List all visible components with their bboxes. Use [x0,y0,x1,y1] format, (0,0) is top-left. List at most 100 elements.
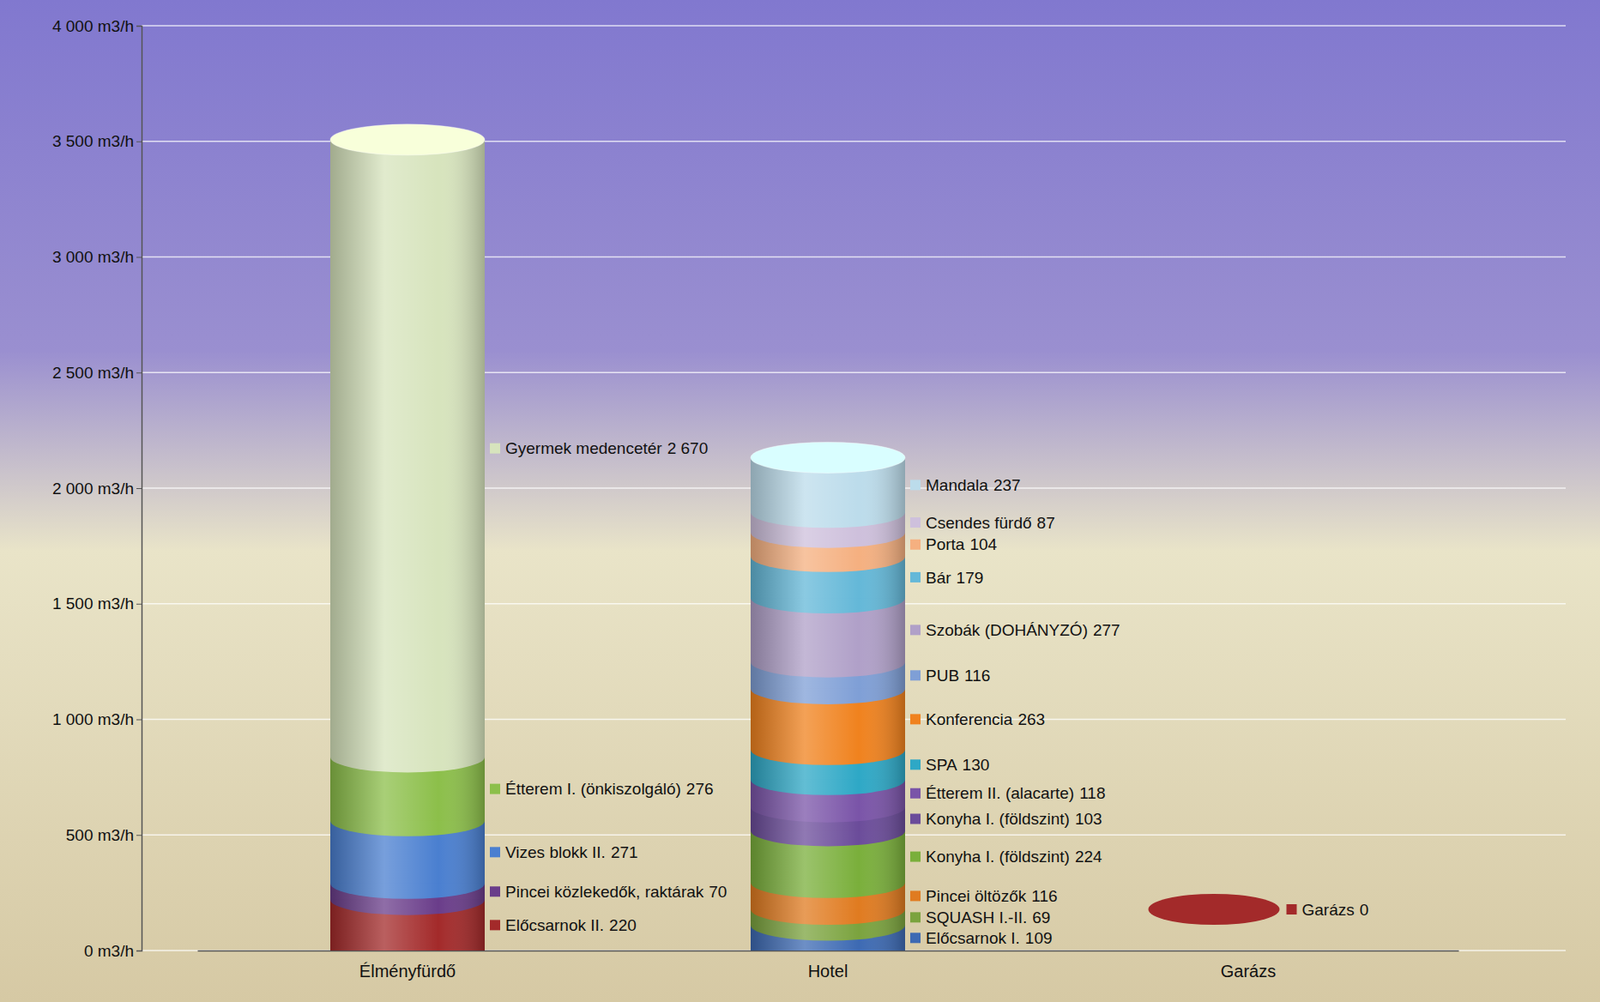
x-tick-label: Élményfürdő [359,961,456,981]
label-value: 69 [1032,908,1051,927]
chart-container: 0 m3/h500 m3/h1 000 m3/h1 500 m3/h2 000 … [0,0,1600,1002]
label-name: Konferencia [925,710,1014,729]
label-marker [910,788,921,799]
data-label: Étterem I. (önkiszolgáló)276 [505,779,714,798]
label-marker [489,919,501,930]
y-tick: 4 000 m3/h [52,17,142,36]
y-tick: 500 m3/h [66,826,142,845]
grid-line [141,24,1566,27]
cylinder-top [330,124,485,156]
label-marker [910,932,921,943]
label-name: Gyermek medencetér [505,439,663,458]
label-marker [489,784,501,795]
cylinder-shade [750,457,906,951]
data-label: Konyha I. (földszint)224 [925,847,1103,866]
data-label: Étterem II. (alacarte)118 [925,784,1105,803]
label-value: 276 [686,779,714,798]
label-name: Bár [925,568,952,587]
label-value: 0 [1359,900,1370,919]
label-value: 116 [964,666,991,685]
label-value: 116 [1031,887,1057,906]
data-labels: Előcsarnok II. 220 Pincei közlekedők, rakt… [489,439,1369,948]
y-axis: 0 m3/h500 m3/h1 000 m3/h1 500 m3/h2 000 … [52,17,143,960]
label-value: 179 [956,568,985,587]
data-label: Csendes fürdő87 [925,513,1056,532]
cylinder-top [750,441,906,473]
y-tick-mark [136,141,142,143]
y-tick: 2 000 m3/h [52,479,142,498]
label-name: Előcsarnok II. [505,916,604,935]
label-value: 271 [610,843,639,862]
data-label: Pincei közlekedők, raktárak70 [505,882,727,901]
y-tick: 3 000 m3/h [52,247,142,266]
label-name: Előcsarnok I. [925,929,1021,948]
label-marker [910,517,921,528]
y-tick-label: 500 m3/h [66,826,134,845]
data-label: Mandala237 [925,476,1021,495]
y-tick-mark [136,603,142,605]
data-label: Konferencia263 [925,710,1045,729]
label-marker [910,624,921,635]
data-label: Szobák (DOHÁNYZÓ)277 [925,621,1121,640]
label-value: 87 [1037,513,1056,532]
label-value: 103 [1074,809,1103,828]
y-tick-label: 3 000 m3/h [52,247,134,266]
label-marker [1286,904,1298,915]
cylinder [750,441,906,951]
label-name: Garázs [1302,900,1355,919]
y-tick: 0 m3/h [84,941,142,960]
label-name: Vizes blokk II. [505,843,606,862]
data-label: Porta104 [925,535,998,554]
y-tick-label: 2 500 m3/h [52,363,134,382]
data-label: PUB116 [925,666,991,685]
data-label: SPA130 [925,755,990,774]
data-label: SQUASH I.-II. 69 [925,908,1051,927]
label-marker [910,479,921,490]
y-tick-label: 4 000 m3/h [52,17,134,36]
x-tick-label: Garázs [1220,961,1276,981]
y-tick-label: 2 000 m3/h [52,479,134,498]
y-tick: 3 500 m3/h [52,132,142,151]
label-value: 70 [708,882,727,901]
y-tick-label: 0 m3/h [84,941,134,960]
y-tick-mark [136,488,142,490]
label-name: SQUASH I.-II. [925,908,1027,927]
y-tick-mark [136,25,142,27]
label-value: 263 [1017,710,1045,729]
chart-svg: 0 m3/h500 m3/h1 000 m3/h1 500 m3/h2 000 … [0,0,1600,1002]
label-name: SPA [925,755,958,774]
cylinder [330,124,485,951]
label-value: 277 [1092,621,1121,640]
label-value: 104 [969,535,997,554]
label-name: Szobák (DOHÁNYZÓ) [925,621,1088,640]
data-label: Garázs0 [1302,900,1370,919]
label-name: Pincei öltözők [925,887,1027,906]
data-label: Pincei öltözők116 [925,887,1058,906]
label-name: Pincei közlekedők, raktárak [505,882,705,901]
label-value: 2 670 [667,439,709,458]
data-label: Konyha I. (földszint)103 [925,809,1103,828]
y-axis-line [136,26,143,952]
label-marker [910,814,921,825]
label-name: Konyha I. (földszint) [925,809,1070,828]
label-name: PUB [925,666,960,685]
label-marker [489,886,501,897]
label-name: Porta [925,535,966,554]
x-tick: Garázs [1220,950,1276,981]
data-label: Vizes blokk II.271 [505,843,639,862]
label-marker [910,851,921,863]
data-label: Gyermek medencetér2 670 [505,439,708,458]
y-tick-label: 1 000 m3/h [52,710,134,729]
label-value: 118 [1079,784,1105,803]
background [0,0,1600,1002]
label-marker [910,759,921,770]
data-label: Előcsarnok I.109 [925,929,1053,948]
label-marker [910,539,921,550]
y-tick-label: 3 500 m3/h [52,132,134,151]
x-tick: Élményfürdő [359,950,456,981]
label-name: Étterem I. (önkiszolgáló) [505,779,682,798]
label-name: Konyha I. (földszint) [925,847,1070,866]
label-value: 220 [609,916,637,935]
label-name: Csendes fürdő [925,513,1033,532]
label-value: 130 [962,755,991,774]
